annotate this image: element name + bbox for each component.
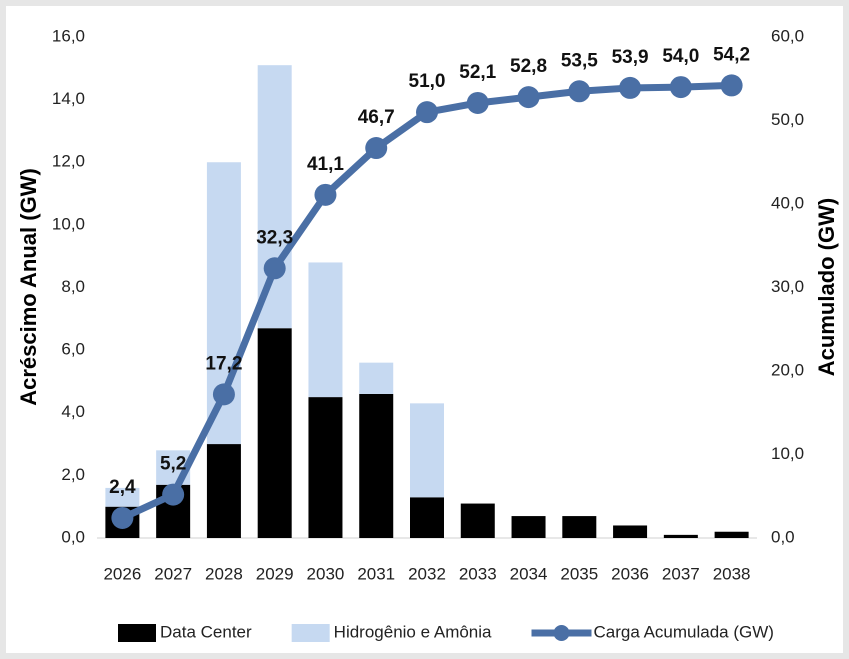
legend-swatch — [291, 624, 330, 642]
y-tick-label: 16,0 — [52, 26, 85, 45]
line-marker — [466, 91, 489, 114]
y2-tick-label: 30,0 — [771, 277, 804, 296]
x-tick-label: 2028 — [205, 564, 243, 583]
x-tick-label: 2029 — [256, 564, 294, 583]
bar-segment — [613, 525, 648, 538]
data-label: 53,5 — [561, 50, 598, 71]
bar-segment — [359, 362, 394, 394]
data-label: 2,4 — [109, 477, 136, 498]
y2-axis-title: Acumulado (GW) — [814, 198, 839, 376]
bar-segment — [714, 531, 749, 538]
bar-segment — [206, 444, 241, 538]
y-tick-label: 12,0 — [52, 152, 85, 171]
line-marker — [314, 183, 337, 206]
bar-segment — [511, 516, 546, 538]
x-tick-label: 2038 — [713, 564, 751, 583]
data-label: 5,2 — [160, 454, 186, 475]
data-label: 17,2 — [205, 353, 242, 374]
bar-segment — [308, 397, 343, 538]
y2-tick-label: 20,0 — [771, 360, 804, 379]
y-tick-label: 14,0 — [52, 89, 85, 108]
line-marker — [111, 506, 134, 529]
y-tick-label: 6,0 — [61, 340, 85, 359]
x-tick-label: 2036 — [611, 564, 649, 583]
line-marker — [263, 257, 286, 280]
data-label: 54,0 — [662, 46, 699, 67]
bar-segment — [257, 328, 292, 538]
y2-tick-label: 50,0 — [771, 110, 804, 129]
y-tick-label: 2,0 — [61, 465, 85, 484]
y2-tick-label: 0,0 — [771, 527, 795, 546]
bar-segment — [663, 534, 698, 538]
data-label: 52,8 — [510, 56, 547, 77]
y2-tick-label: 10,0 — [771, 444, 804, 463]
bar-segment — [105, 487, 140, 507]
bar-segment — [359, 393, 394, 538]
data-label: 46,7 — [358, 107, 395, 128]
line-marker — [720, 74, 743, 97]
y-tick-label: 0,0 — [61, 527, 85, 546]
bar-segment — [460, 503, 495, 538]
data-label: 53,9 — [612, 47, 649, 68]
line-marker — [619, 76, 642, 99]
bar-segment — [308, 262, 343, 398]
x-tick-label: 2031 — [357, 564, 395, 583]
y2-tick-label: 60,0 — [771, 26, 804, 45]
x-tick-label: 2026 — [103, 564, 141, 583]
y-tick-label: 10,0 — [52, 214, 85, 233]
line-marker — [365, 137, 388, 160]
line-marker — [568, 80, 591, 103]
legend-label: Carga Acumulada (GW) — [594, 622, 774, 641]
data-label: 52,1 — [459, 62, 496, 83]
line-marker — [162, 483, 185, 506]
x-tick-label: 2037 — [662, 564, 700, 583]
x-tick-label: 2032 — [408, 564, 446, 583]
x-tick-label: 2034 — [510, 564, 548, 583]
line-marker — [212, 383, 235, 406]
x-tick-label: 2030 — [307, 564, 345, 583]
x-tick-label: 2027 — [154, 564, 192, 583]
y2-tick-label: 40,0 — [771, 193, 804, 212]
x-tick-label: 2035 — [560, 564, 598, 583]
x-tick-label: 2033 — [459, 564, 497, 583]
legend-label: Data Center — [160, 622, 252, 641]
line-marker — [416, 101, 438, 124]
line-marker — [517, 86, 540, 109]
bar-segment — [410, 403, 444, 498]
legend-swatch — [118, 624, 156, 642]
line-marker — [669, 76, 692, 99]
data-label: 54,2 — [713, 44, 750, 65]
y-tick-label: 4,0 — [61, 402, 85, 421]
y-axis-title: Acréscimo Anual (GW) — [16, 168, 41, 406]
y-tick-label: 8,0 — [61, 277, 85, 296]
bar-segment — [562, 516, 597, 538]
data-label: 51,0 — [409, 71, 446, 92]
legend-label: Hidrogênio e Amônia — [334, 622, 492, 641]
data-label: 41,1 — [307, 154, 344, 175]
bar-segment — [410, 497, 444, 538]
bar-segment — [257, 65, 292, 329]
data-label: 32,3 — [256, 227, 293, 248]
legend-marker — [553, 625, 570, 641]
